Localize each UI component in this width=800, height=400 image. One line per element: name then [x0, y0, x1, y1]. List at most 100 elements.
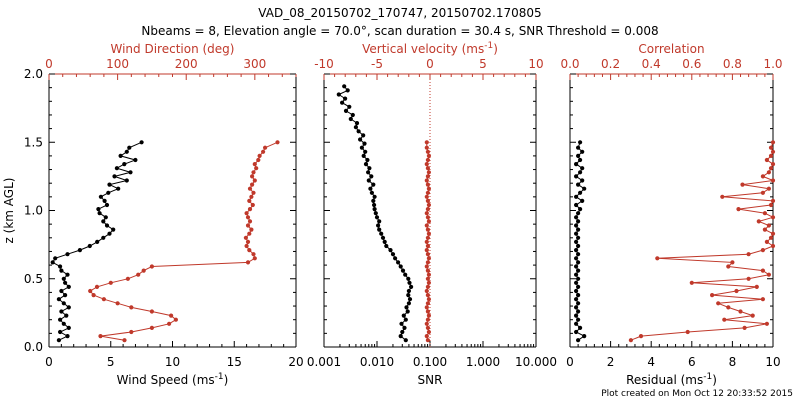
data-point	[245, 223, 251, 228]
y-axis-label: z (km AGL)	[2, 178, 16, 244]
data-point	[576, 153, 581, 158]
data-point	[372, 207, 377, 212]
data-point	[400, 268, 406, 273]
y-tick-label: 1.0	[24, 204, 43, 218]
data-point	[426, 153, 431, 158]
data-point	[353, 125, 358, 130]
top-tick-label: 200	[175, 57, 198, 71]
data-point	[390, 252, 396, 257]
data-point	[576, 260, 581, 265]
data-point	[359, 145, 364, 150]
data-point	[361, 133, 366, 138]
data-point	[764, 239, 770, 244]
data-point	[734, 288, 739, 294]
data-point	[243, 235, 248, 240]
x-tick-label: 1.000	[466, 355, 500, 369]
data-point	[574, 264, 579, 269]
data-point	[576, 252, 581, 257]
x-tick-label: 15	[227, 355, 242, 369]
data-point	[736, 207, 741, 212]
data-point	[247, 219, 253, 224]
data-point	[576, 211, 581, 216]
data-point	[244, 243, 249, 249]
data-point	[101, 297, 106, 302]
data-point	[578, 170, 583, 175]
data-point	[345, 88, 350, 93]
data-point	[426, 186, 431, 191]
data-point	[124, 178, 129, 183]
data-point	[424, 248, 429, 253]
data-point	[425, 293, 430, 298]
data-point	[371, 182, 376, 187]
data-point	[576, 293, 581, 298]
data-point	[760, 297, 766, 302]
x-tick-label: 0	[45, 355, 53, 369]
data-point	[368, 186, 373, 191]
data-point	[762, 211, 768, 216]
top-tick-label: 0.8	[723, 57, 742, 71]
data-point	[388, 248, 393, 253]
data-point	[65, 272, 70, 277]
data-point	[740, 182, 745, 187]
x-tick-label: 20	[288, 355, 303, 369]
x-axis-label-sup: -1	[703, 372, 712, 382]
data-point	[425, 174, 430, 179]
top-axis-label-sup: -1	[484, 41, 493, 51]
data-point	[363, 149, 368, 154]
y-tick-label: 1.5	[24, 135, 43, 149]
data-point	[730, 260, 735, 265]
data-point	[61, 321, 66, 326]
data-point	[689, 280, 694, 285]
top-tick-label: 100	[106, 57, 129, 71]
data-point	[768, 153, 774, 158]
data-point	[245, 215, 251, 220]
data-point	[722, 317, 727, 322]
data-point	[108, 280, 113, 285]
top-tick-label: 5	[479, 57, 487, 71]
data-point	[407, 280, 412, 285]
data-point	[116, 186, 121, 191]
data-point	[127, 145, 132, 150]
data-point	[401, 313, 406, 318]
data-point	[379, 231, 384, 236]
data-point	[141, 268, 146, 273]
data-point	[726, 305, 731, 310]
top-tick-label: -5	[371, 57, 383, 71]
data-point	[343, 96, 348, 101]
data-point	[685, 329, 690, 335]
data-point	[576, 317, 581, 322]
data-point	[576, 268, 581, 273]
data-point	[167, 321, 172, 326]
data-point	[576, 309, 581, 314]
top-tick-label: 1.0	[763, 57, 782, 71]
data-point	[251, 190, 256, 195]
x-tick-label: 0.100	[413, 355, 447, 369]
data-point	[336, 92, 341, 97]
data-point	[247, 186, 253, 191]
data-point	[88, 288, 93, 294]
data-point	[768, 202, 774, 208]
data-point	[58, 264, 63, 269]
data-point	[369, 190, 374, 195]
data-point	[425, 227, 430, 232]
data-point	[347, 104, 352, 109]
data-point	[406, 276, 411, 281]
data-point	[760, 268, 766, 273]
data-point	[115, 301, 120, 306]
top-axis-label: Vertical velocity (ms-1)	[362, 41, 498, 56]
data-point	[766, 170, 772, 175]
panel-snr_w: 0.001 0.010 0.100 1.000 10.000 SNR -10 -5 0 5 10 Ve…	[307, 41, 557, 387]
x-tick-label: 0	[566, 355, 574, 369]
data-point	[574, 231, 579, 236]
data-point	[760, 190, 766, 195]
data-point	[425, 252, 430, 257]
data-point	[377, 227, 382, 232]
data-point	[716, 301, 721, 306]
data-point	[574, 256, 579, 261]
plot-credit: Plot created on Mon Oct 12 20:33:52 2015	[601, 389, 793, 399]
data-point	[129, 329, 134, 335]
data-point	[770, 243, 776, 249]
data-point	[104, 202, 110, 208]
data-point	[406, 293, 411, 298]
